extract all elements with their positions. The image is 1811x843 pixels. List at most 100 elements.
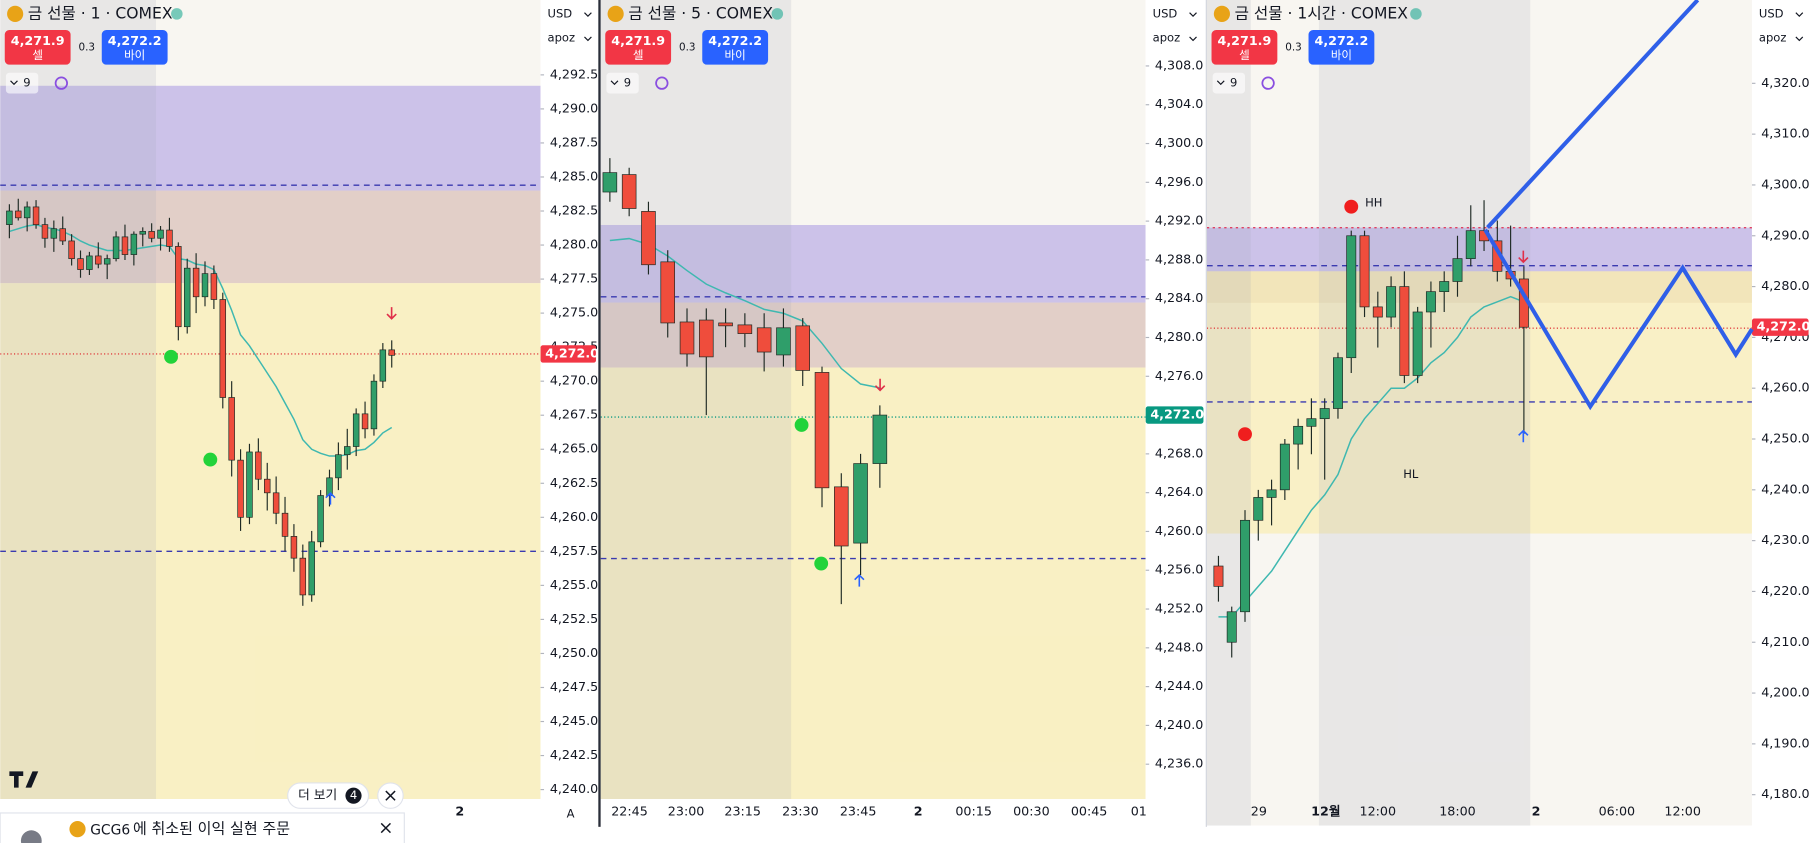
candle-body [41, 224, 49, 239]
candle-body [130, 233, 138, 255]
candle-body [795, 325, 810, 371]
scale-mode: apoz [1153, 31, 1181, 45]
toast-message: 에 취소된 이익 실현 주문 [133, 820, 290, 838]
candle-body [157, 229, 164, 239]
last-price-label: 4,272.0 [1757, 319, 1811, 334]
x-tick-label: 01 [1131, 803, 1147, 818]
sell-button[interactable] [1211, 30, 1278, 65]
sell-price: 4,271.9 [611, 33, 665, 48]
last-price-label: 4,272.0 [545, 345, 599, 360]
symbol-title: 금 선물 · 1시간 · COMEX [1235, 4, 1409, 22]
candle-body [139, 231, 146, 235]
buy-arrow [1518, 429, 1529, 443]
candle-body [335, 454, 342, 479]
candle-body [290, 536, 298, 559]
sell-arrow [386, 307, 397, 320]
candle-body [1226, 611, 1237, 643]
plot [0, 0, 541, 800]
ema-line [1218, 295, 1525, 618]
panel-divider [598, 0, 601, 827]
candle-body [1319, 408, 1330, 420]
candle-body [718, 322, 733, 327]
candle-body [1439, 281, 1450, 293]
price-axis [1751, 0, 1811, 826]
x-tick-label: 00:15 [955, 803, 992, 818]
candle-body [814, 372, 830, 489]
price-axis [1145, 0, 1206, 800]
candle-body [166, 229, 173, 247]
x-tick-label: 06:00 [1599, 803, 1636, 818]
candle-body [344, 446, 351, 456]
candle-body [1399, 286, 1410, 376]
buy-price: 4,272.2 [708, 33, 762, 48]
buy-arrow [854, 573, 865, 587]
more-badge [345, 787, 362, 804]
more-button[interactable] [287, 782, 370, 809]
candle-body [1240, 519, 1250, 613]
currency: USD [548, 6, 573, 20]
x-tick-label: 23:30 [782, 803, 819, 818]
signal-dot [1238, 427, 1252, 442]
buy-label: 바이 [725, 48, 746, 62]
more-count: 4 [350, 788, 357, 802]
candle-body [59, 228, 66, 242]
candle-body [699, 319, 714, 358]
y-tick-label: 4,267.5 [550, 407, 598, 422]
y-tick-label: 4,280.0 [550, 237, 598, 252]
sell-button[interactable] [4, 30, 71, 65]
sell-price: 4,271.9 [1218, 33, 1272, 48]
x-tick-label: 23:15 [724, 803, 761, 818]
y-tick-label: 4,290.0 [550, 100, 598, 115]
y-tick-label: 4,260.0 [1155, 523, 1203, 538]
auto-scale-button[interactable]: A [567, 807, 575, 821]
toast-close[interactable] [380, 822, 391, 834]
y-tick-label: 4,240.0 [1761, 481, 1809, 496]
chevron [1216, 80, 1225, 86]
toast [0, 812, 405, 843]
y-tick-label: 4,300.0 [1155, 135, 1203, 150]
candle-body [175, 246, 182, 328]
candle-body [272, 492, 280, 514]
plot [600, 0, 1146, 800]
zone [0, 283, 541, 800]
candle-body [6, 210, 13, 225]
x-tick-label: 12:00 [1360, 803, 1397, 818]
y-tick-label: 4,296.0 [1155, 174, 1203, 189]
x-tick-label: 2 [455, 803, 464, 818]
sell-button[interactable] [605, 30, 672, 65]
candle-body [1213, 565, 1224, 587]
plot: HH HL [1206, 0, 1752, 826]
candle-body [1386, 286, 1397, 318]
candle-body [95, 255, 102, 265]
y-tick-label: 4,276.0 [1155, 368, 1203, 383]
y-tick-label: 4,240.0 [550, 781, 598, 796]
buy-price: 4,272.2 [1315, 33, 1369, 48]
candle-body [1465, 230, 1476, 259]
candle-body [1279, 443, 1290, 491]
indicator-toggle[interactable] [1212, 72, 1246, 94]
candle-body [1346, 235, 1357, 359]
y-tick-label: 4,240.0 [1155, 717, 1203, 732]
chevron [610, 80, 619, 86]
scale-mode: apoz [1759, 31, 1786, 45]
spread: 0.3 [679, 41, 696, 53]
indicator-toggle[interactable] [5, 72, 39, 94]
indicator-toggle[interactable] [606, 72, 639, 94]
buy-button[interactable] [101, 30, 168, 65]
candle-body [201, 273, 209, 298]
buy-button[interactable] [1308, 30, 1375, 65]
status-dot [1410, 8, 1422, 20]
buy-label: 바이 [124, 48, 145, 62]
panel-divider [1205, 0, 1207, 827]
candle-body [77, 258, 84, 270]
last-price-tag [540, 345, 597, 363]
y-tick-label: 4,245.0 [550, 713, 598, 728]
candle-body [255, 451, 262, 480]
y-tick-label: 4,304.0 [1155, 96, 1203, 111]
buy-label: 바이 [1331, 48, 1352, 62]
buy-button[interactable] [702, 30, 769, 65]
currency: USD [1153, 6, 1178, 20]
annotation: HL [1403, 467, 1419, 481]
